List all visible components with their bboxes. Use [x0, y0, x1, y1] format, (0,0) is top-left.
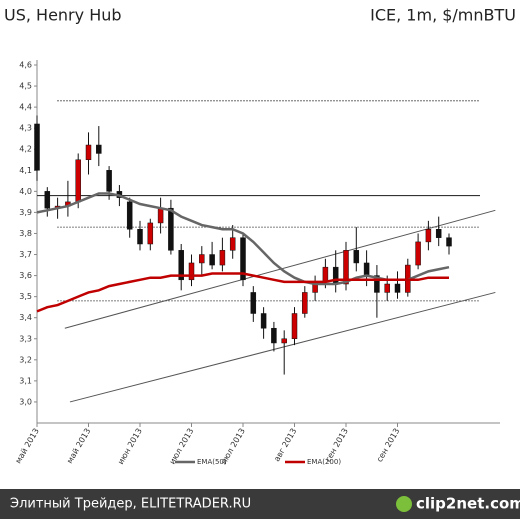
candle-body: [96, 144, 102, 154]
trend-line: [69, 291, 496, 403]
candle-body: [137, 229, 143, 245]
candle-body: [435, 229, 442, 238]
candle-body: [188, 262, 195, 281]
candle-body: [363, 262, 370, 276]
y-tick-label: 4,6: [19, 61, 32, 70]
candle-body: [343, 250, 349, 285]
footer-text: Элитный Трейдер, ELITETRADER.RU: [10, 497, 251, 512]
candle-body: [374, 275, 380, 293]
candle-body: [415, 241, 421, 266]
chart-title: US, Henry Hub: [4, 6, 122, 25]
candle-body: [168, 207, 174, 251]
candle-body: [240, 237, 246, 281]
candle-body: [178, 250, 184, 281]
candle-body: [147, 222, 154, 245]
y-tick-label: 3,5: [19, 292, 32, 301]
candle-body: [322, 266, 329, 283]
y-tick-label: 3,4: [19, 313, 32, 322]
candle-body: [199, 254, 205, 264]
legend-label: EMA(50): [197, 458, 227, 466]
y-tick-label: 3,8: [19, 229, 32, 238]
candle-body: [219, 250, 226, 266]
y-tick-label: 4,1: [19, 166, 32, 175]
candle-body: [34, 123, 40, 171]
logo-icon: [396, 496, 412, 512]
y-tick-label: 4,4: [19, 103, 32, 112]
y-tick-label: 3,7: [19, 250, 32, 259]
y-tick-label: 3,9: [19, 208, 32, 217]
candle-body: [384, 283, 390, 293]
candle-body: [425, 229, 432, 243]
candle-body: [157, 207, 164, 224]
y-tick-label: 4,0: [19, 187, 32, 196]
candle-body: [126, 201, 133, 230]
candle-body: [446, 237, 452, 247]
candle-body: [75, 159, 81, 203]
candle-body: [281, 338, 287, 344]
y-tick-label: 4,3: [19, 124, 32, 133]
candle-body: [271, 327, 277, 344]
candle-body: [85, 144, 92, 161]
y-tick-label: 3,2: [19, 355, 32, 364]
candle-body: [250, 292, 257, 314]
y-tick-label: 3,6: [19, 271, 32, 280]
candle-body: [291, 313, 298, 340]
candle-body: [394, 283, 401, 293]
candle-body: [353, 250, 360, 264]
footer-logo: clip2net.com: [416, 495, 520, 513]
candle-body: [106, 170, 112, 192]
legend-label: EMA(200): [307, 458, 341, 466]
candle-body: [332, 266, 339, 285]
y-tick-label: 3,3: [19, 334, 32, 343]
candle-body: [302, 292, 308, 314]
candle-body: [209, 254, 215, 266]
candle-body: [260, 313, 267, 329]
y-tick-label: 4,2: [19, 145, 32, 154]
footer-bar: [0, 489, 520, 519]
ema-line: [36, 272, 449, 313]
chart-subtitle: ICE, 1m, $/mnBTU: [370, 6, 516, 25]
candle-body: [44, 191, 51, 209]
y-tick-label: 3,1: [19, 376, 32, 385]
y-tick-label: 4,5: [19, 82, 32, 91]
candle-body: [229, 237, 236, 251]
y-tick-label: 3,0: [19, 397, 32, 406]
ema-line: [36, 192, 450, 286]
